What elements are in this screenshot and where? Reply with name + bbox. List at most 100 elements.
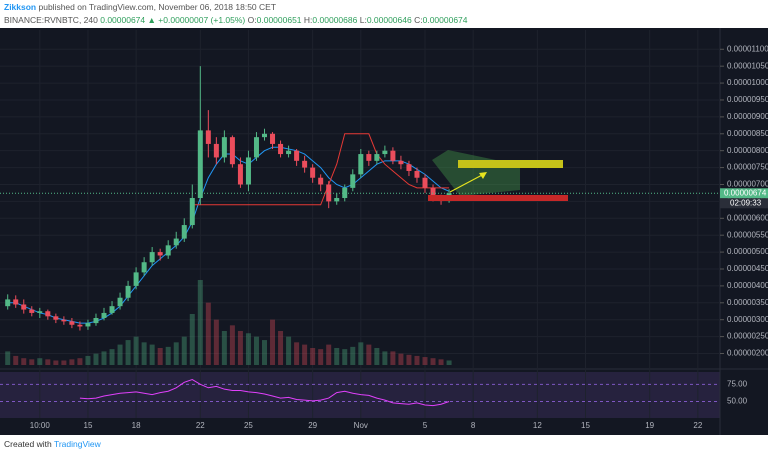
- candle-body: [229, 137, 235, 165]
- volume-bar: [398, 353, 404, 365]
- candle-body: [382, 150, 388, 155]
- volume-bar: [430, 358, 436, 365]
- candle-body: [189, 198, 195, 226]
- volume-bar: [221, 331, 227, 365]
- volume-bar: [45, 359, 51, 365]
- candle-body: [77, 324, 83, 327]
- candle-body: [374, 154, 380, 161]
- candle-body: [342, 187, 348, 199]
- footer: Created with TradingView: [4, 439, 101, 449]
- y-tick-label: 0.00000850: [727, 129, 768, 138]
- rsi-line: [79, 379, 450, 407]
- volume-bar: [5, 351, 11, 365]
- y-tick-label: 0.00000950: [727, 95, 768, 104]
- candle-body: [165, 245, 171, 256]
- volume-bar: [286, 336, 292, 365]
- y-tick-label: 75.00: [727, 379, 748, 388]
- candle-body: [37, 311, 43, 313]
- volume-bar: [213, 319, 219, 365]
- candle-body: [101, 312, 107, 319]
- candle-body: [334, 198, 340, 202]
- candle-body: [61, 319, 67, 322]
- header-line-2: BINANCE:RVNBTC, 240 0.00000674 ▲ +0.0000…: [4, 15, 468, 25]
- y-tick-label: 0.00000900: [727, 112, 768, 121]
- volume-bar: [350, 346, 356, 365]
- indicator-line: [7, 146, 450, 324]
- volume-bar: [101, 351, 107, 365]
- volume-bar: [310, 348, 316, 365]
- volume-bar: [69, 359, 75, 365]
- close: 0.00000674: [422, 15, 468, 25]
- x-tick-label: 25: [244, 421, 253, 430]
- candle-body: [318, 177, 324, 185]
- candle-body: [125, 285, 131, 298]
- x-tick-label: 22: [693, 421, 702, 430]
- volume-bar: [302, 344, 308, 365]
- volume-bar: [237, 331, 243, 365]
- candle-body: [310, 167, 316, 178]
- volume-bar: [245, 333, 251, 365]
- volume-bar: [446, 360, 452, 365]
- x-tick-label: 5: [423, 421, 428, 430]
- candle-body: [197, 130, 203, 199]
- candle-body: [149, 252, 155, 263]
- volume-bar: [93, 353, 99, 365]
- candle-body: [430, 187, 436, 199]
- c-label: C:: [414, 15, 423, 25]
- arrow: [449, 173, 485, 193]
- volume-bar: [422, 357, 428, 365]
- open: 0.00000651: [256, 15, 302, 25]
- candle-body: [221, 137, 227, 158]
- candle-body: [358, 154, 364, 175]
- candle-body: [13, 299, 19, 305]
- volume-bar: [334, 348, 340, 365]
- candle-body: [29, 309, 35, 313]
- volume-bar: [374, 348, 380, 365]
- x-tick-label: 19: [645, 421, 654, 430]
- l-label: L:: [359, 15, 367, 25]
- candle-body: [390, 150, 396, 161]
- countdown: 02:09:33: [730, 198, 762, 207]
- y-tick-label: 0.00000300: [727, 315, 768, 324]
- author: Zikkson: [4, 2, 37, 12]
- volume-bar: [438, 359, 444, 365]
- volume-bar: [358, 342, 364, 365]
- candle-body: [286, 150, 292, 155]
- low: 0.00000646: [366, 15, 412, 25]
- volume-bar: [85, 355, 91, 365]
- x-tick-label: 15: [84, 421, 93, 430]
- volume-bar: [53, 360, 59, 365]
- header-line-1: Zikkson published on TradingView.com, No…: [4, 2, 276, 12]
- candle-body: [262, 133, 268, 138]
- candle-body: [245, 157, 251, 185]
- o-label: O:: [247, 15, 257, 25]
- x-tick-label: Nov: [354, 421, 368, 430]
- y-tick-label: 0.00000800: [727, 146, 768, 155]
- candle-body: [270, 133, 276, 144]
- volume-bar: [133, 336, 139, 365]
- x-tick-label: 15: [581, 421, 590, 430]
- y-tick-label: 0.00000750: [727, 163, 768, 172]
- symbol: BINANCE:RVNBTC, 240: [4, 15, 98, 25]
- x-tick-label: 29: [308, 421, 317, 430]
- support-zone: [428, 195, 568, 201]
- volume-bar: [77, 358, 83, 365]
- volume-bar: [109, 349, 115, 365]
- candle-body: [302, 160, 308, 168]
- y-tick-label: 0.00000200: [727, 349, 768, 358]
- volume-bar: [141, 342, 147, 365]
- volume-bar: [414, 355, 420, 365]
- y-tick-label: 0.00000450: [727, 264, 768, 273]
- volume-bar: [270, 319, 276, 365]
- candle-body: [93, 318, 99, 324]
- volume-bar: [149, 344, 155, 365]
- candle-body: [21, 304, 27, 310]
- volume-bar: [253, 336, 259, 365]
- candle-body: [173, 238, 179, 246]
- volume-bar: [197, 280, 203, 365]
- x-tick-label: 12: [533, 421, 542, 430]
- candle-body: [141, 262, 147, 273]
- volume-bar: [294, 342, 300, 365]
